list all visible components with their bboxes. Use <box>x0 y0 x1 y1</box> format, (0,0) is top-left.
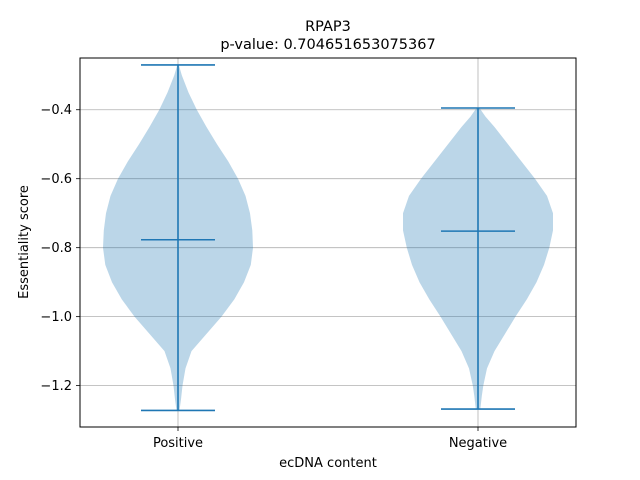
y-tick-label: −1.2 <box>40 379 72 394</box>
x-tick-label: Negative <box>449 436 507 451</box>
x-axis-label: ecDNA content <box>279 456 377 471</box>
y-axis-label: Essentiality score <box>17 185 32 299</box>
chart-subtitle: p-value: 0.704651653075367 <box>220 37 435 53</box>
chart-title: RPAP3 <box>305 19 351 35</box>
x-tick-label: Positive <box>153 436 203 451</box>
y-tick-label: −0.4 <box>40 103 72 118</box>
line-layer <box>141 64 515 412</box>
tick-layer: −0.4 −0.6 −0.8 −1.0 −1.2 Positive Negative <box>40 103 507 451</box>
y-tick-label: −0.8 <box>40 241 72 256</box>
plot-frame <box>79 57 577 428</box>
violin-layer <box>103 64 553 411</box>
y-tick-label: −0.6 <box>40 172 72 187</box>
y-tick-label: −1.0 <box>40 310 72 325</box>
